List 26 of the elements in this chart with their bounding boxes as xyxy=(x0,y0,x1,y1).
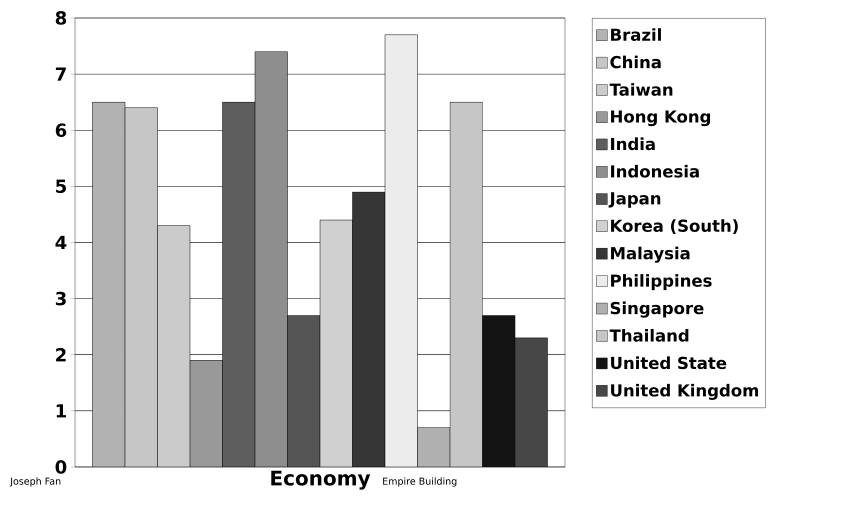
text: Empire Building xyxy=(383,477,456,487)
y-tick-label: 4 xyxy=(56,236,66,250)
legend-label: Japan xyxy=(608,192,660,208)
legend-label: India xyxy=(611,137,655,150)
legend-label: Brazil xyxy=(611,28,661,41)
y-tick-label: 3 xyxy=(56,292,66,306)
legend-label: Singapore xyxy=(610,302,704,318)
legend-label: United State xyxy=(611,356,726,370)
y-tick-label: 8 xyxy=(56,11,66,25)
y-tick-label: 2 xyxy=(56,348,66,362)
y-tick-label: 1 xyxy=(56,404,66,418)
y-tick-label: 0 xyxy=(56,460,66,474)
legend-label: Hong Kong xyxy=(611,110,710,126)
legend-label: Philippines xyxy=(611,274,712,290)
legend-label: China xyxy=(610,56,661,68)
legend-label: Taiwan xyxy=(610,83,672,96)
legend-label: Malaysia xyxy=(611,246,690,263)
y-tick-label: 5 xyxy=(56,180,66,194)
text: Joseph Fan xyxy=(10,477,60,487)
legend-label: United Kingdom xyxy=(611,384,758,400)
x-axis-title: Economy xyxy=(271,470,370,490)
legend-label: Thailand xyxy=(610,328,688,342)
y-tick-label: 7 xyxy=(56,68,66,81)
y-tick-label: 6 xyxy=(56,123,66,138)
legend-label: Korea (South) xyxy=(611,219,738,234)
legend-label: Indonesia xyxy=(611,164,699,178)
